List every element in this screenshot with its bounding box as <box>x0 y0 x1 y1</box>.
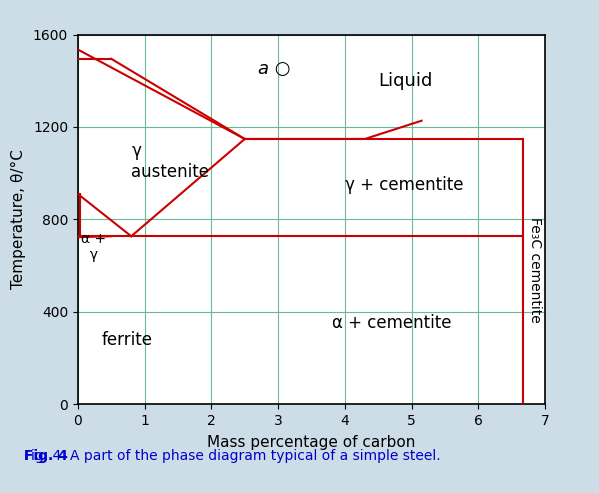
Text: γ + cementite: γ + cementite <box>345 176 464 194</box>
Text: a ○: a ○ <box>258 60 291 78</box>
Text: ferrite: ferrite <box>101 330 152 349</box>
Text: α +
  γ: α + γ <box>81 232 107 262</box>
X-axis label: Mass percentage of carbon: Mass percentage of carbon <box>207 435 416 450</box>
Text: γ
austenite: γ austenite <box>131 142 209 181</box>
Text: Liquid: Liquid <box>378 71 432 90</box>
Y-axis label: Temperature, θ/°C: Temperature, θ/°C <box>11 149 26 289</box>
Text: Fe₃C cementite: Fe₃C cementite <box>528 217 542 323</box>
Text: Fig. 4: Fig. 4 <box>24 449 68 462</box>
Text: α + cementite: α + cementite <box>331 315 451 332</box>
Text: Fig. 4  A part of the phase diagram typical of a simple steel.: Fig. 4 A part of the phase diagram typic… <box>24 449 441 462</box>
